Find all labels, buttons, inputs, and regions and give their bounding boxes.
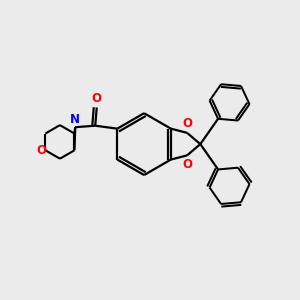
Text: O: O	[182, 118, 192, 130]
Text: O: O	[92, 92, 102, 105]
Text: N: N	[70, 113, 80, 126]
Text: O: O	[37, 144, 47, 157]
Text: O: O	[182, 158, 192, 171]
